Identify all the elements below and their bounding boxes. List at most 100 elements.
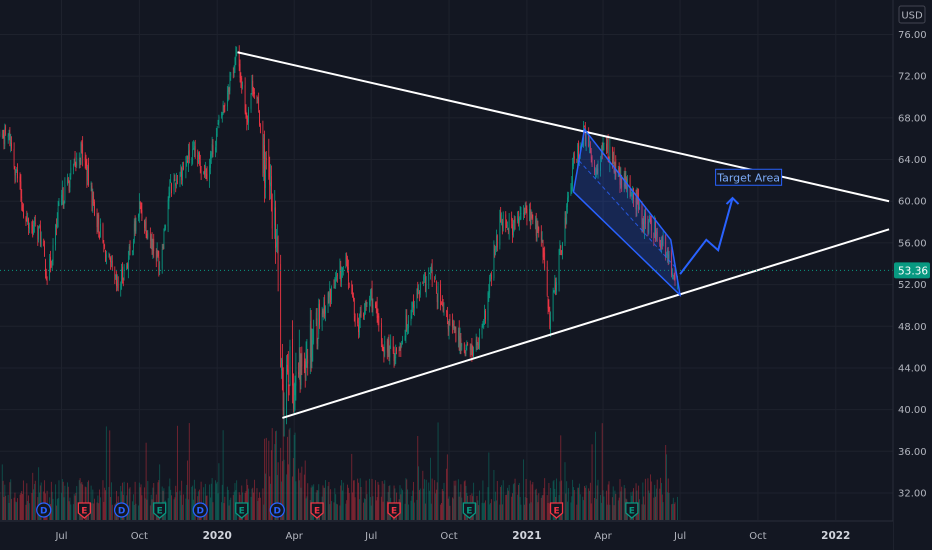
volume-bar <box>672 497 674 520</box>
candle-body <box>61 194 62 206</box>
candle-body <box>73 158 75 164</box>
volume-bar <box>611 497 613 520</box>
candle-body <box>241 77 243 89</box>
volume-bar <box>88 480 90 520</box>
candle-body <box>158 256 160 272</box>
volume-bar <box>617 500 619 520</box>
candle-body <box>298 372 299 374</box>
volume-bar <box>475 502 477 520</box>
volume-bar <box>246 479 248 520</box>
candle-body <box>105 254 107 265</box>
candle-body <box>585 134 587 145</box>
candle-body <box>325 306 326 314</box>
volume-bar <box>537 502 539 520</box>
volume-bar <box>274 444 276 520</box>
candle-body <box>122 281 124 284</box>
candle-body <box>188 149 190 160</box>
volume-bar <box>216 481 218 520</box>
volume-bar <box>381 481 383 520</box>
candle-body <box>341 272 342 283</box>
volume-bar <box>159 464 161 520</box>
candle-body <box>163 229 165 249</box>
volume-bar <box>644 478 646 520</box>
volume-bar <box>236 480 238 520</box>
volume-bar <box>152 487 154 520</box>
price-tick-label: 56.00 <box>898 238 927 249</box>
candle-body <box>512 224 513 236</box>
candle-body <box>655 220 656 240</box>
volume-bar <box>528 503 530 520</box>
volume-bar <box>188 423 190 520</box>
volume-bar <box>275 430 277 520</box>
volume-bar <box>536 495 538 520</box>
candle-body <box>181 168 183 180</box>
candle-body <box>227 90 229 94</box>
candle-body <box>204 170 205 175</box>
candle-body <box>4 127 6 146</box>
volume-bar <box>377 481 379 520</box>
volume-bar <box>423 488 425 520</box>
volume-bar <box>336 503 337 520</box>
badge-letter: D <box>118 506 125 516</box>
candle-body <box>603 142 605 144</box>
candle-body <box>348 282 350 285</box>
candle-body <box>151 238 153 251</box>
volume-bar <box>661 494 663 520</box>
candle-body <box>32 224 34 237</box>
volume-bar <box>501 485 502 520</box>
candle-body <box>440 284 441 306</box>
forecast-path <box>679 197 734 275</box>
candle-body <box>524 211 525 216</box>
volume-bar <box>67 486 69 520</box>
candle-body <box>591 157 593 165</box>
candle-body <box>215 147 216 153</box>
candle-body <box>413 299 414 308</box>
candle-body <box>525 207 527 210</box>
volume-bar <box>253 492 255 520</box>
volume-bar <box>520 504 522 520</box>
candle-body <box>168 192 170 202</box>
volume-bar <box>132 494 134 520</box>
volume-bar <box>576 504 578 520</box>
volume-bar <box>655 496 656 520</box>
candle-body <box>72 164 74 171</box>
candle-body <box>67 177 68 185</box>
volume-bar <box>364 499 366 520</box>
volume-bar <box>73 493 75 520</box>
candle-body <box>513 218 515 230</box>
volume-bar <box>590 503 592 520</box>
candle-body <box>186 160 188 162</box>
candle-body <box>179 175 181 184</box>
candle-body <box>31 224 33 226</box>
volume-bar <box>78 480 80 520</box>
volume-bar <box>508 484 510 520</box>
candle-body <box>564 217 566 243</box>
candle-body <box>157 250 159 257</box>
candle-body <box>518 219 520 223</box>
volume-bar <box>351 453 353 520</box>
candle-body <box>412 302 414 305</box>
candle-body <box>621 175 623 188</box>
volume-bar <box>57 498 59 520</box>
candle-body <box>13 148 15 167</box>
candle-body <box>549 312 551 328</box>
candle-body <box>212 145 214 155</box>
candle-body <box>155 250 157 260</box>
volume-bar <box>493 469 495 520</box>
candle-body <box>353 297 355 316</box>
candle-body <box>358 325 359 333</box>
volume-bar <box>512 484 514 520</box>
candle-body <box>162 247 164 249</box>
volume-bar <box>566 481 568 520</box>
candle-body <box>126 265 128 270</box>
candle-body <box>553 291 555 293</box>
candle-body <box>218 116 220 124</box>
candle-body <box>169 183 171 195</box>
candle-body <box>638 196 639 210</box>
candle-body <box>63 202 65 206</box>
volume-bar <box>650 474 651 520</box>
candle-body <box>216 126 218 136</box>
